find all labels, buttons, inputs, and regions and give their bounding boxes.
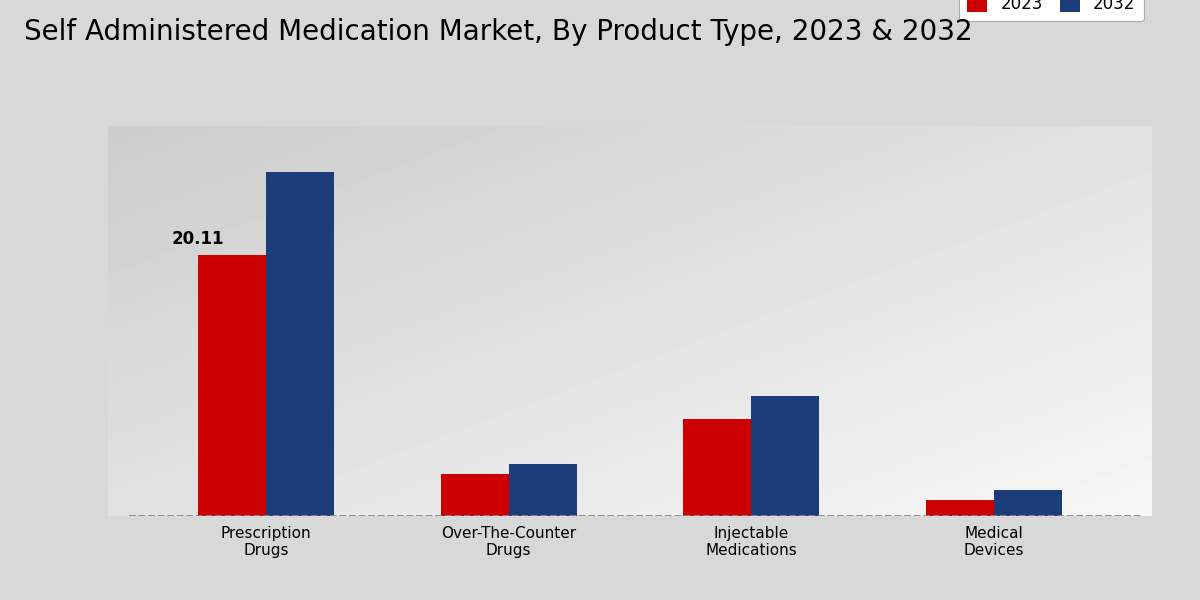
Bar (994, 490, 1062, 516)
Bar (926, 500, 994, 516)
Bar (266, 172, 334, 516)
Bar (684, 419, 751, 516)
Text: 20.11: 20.11 (172, 230, 224, 248)
Bar (509, 464, 576, 516)
Bar (751, 397, 820, 516)
Bar (440, 475, 509, 516)
Bar (198, 254, 266, 516)
Legend: 2023, 2032: 2023, 2032 (959, 0, 1144, 21)
Text: Self Administered Medication Market, By Product Type, 2023 & 2032: Self Administered Medication Market, By … (24, 18, 973, 46)
